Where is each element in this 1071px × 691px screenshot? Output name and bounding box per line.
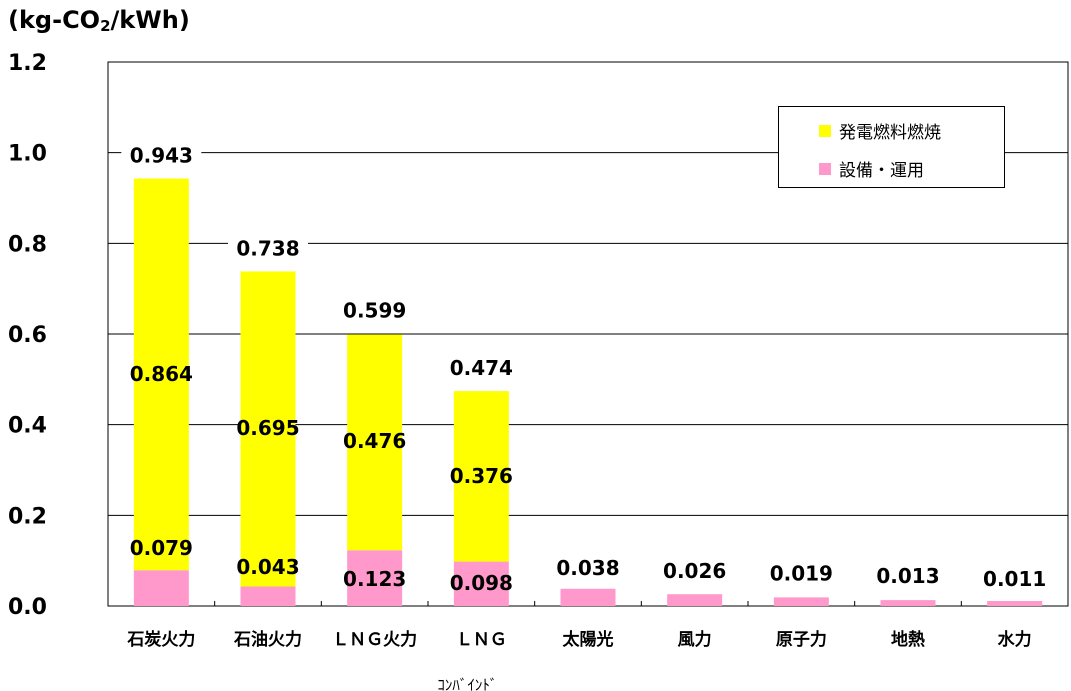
y-tick-label: 0.8 — [8, 232, 47, 257]
y-tick-label: 0.2 — [8, 504, 47, 529]
data-label-equipment: 0.038 — [556, 556, 619, 580]
y-axis-unit-label: (kg-CO2/kWh) — [8, 6, 190, 35]
y-tick-label: 0.4 — [8, 414, 47, 439]
bar-segment-equipment — [453, 561, 509, 606]
data-label-equipment: 0.011 — [983, 567, 1046, 591]
bar-segment-equipment — [133, 570, 189, 606]
data-label-equipment: 0.026 — [663, 559, 726, 583]
bar-segment-fuel — [347, 334, 403, 551]
data-label-equipment: 0.079 — [130, 536, 193, 560]
y-tick-label: 1.2 — [8, 51, 47, 76]
total-label-background — [228, 235, 308, 260]
chart-legend: 発電燃料燃焼 設備・運用 — [778, 106, 1005, 188]
x-category-label: ＬＮＧ — [456, 630, 507, 650]
data-label-fuel: 0.376 — [450, 464, 513, 488]
data-label-fuel: 0.695 — [236, 416, 299, 440]
legend-swatch-fuel — [819, 124, 831, 137]
bar-segment-equipment — [560, 588, 616, 606]
x-category-label: ＬＮＧ火力 — [332, 629, 417, 650]
data-label-total: 0.943 — [130, 144, 193, 168]
data-label-equipment: 0.043 — [236, 555, 299, 579]
y-tick-label: 0.0 — [8, 595, 47, 620]
total-label-background — [441, 355, 522, 380]
y-axis-unit-suffix: /kWh) — [110, 6, 190, 34]
y-tick-label: 0.6 — [8, 323, 47, 348]
x-category-sublabel: ｺﾝﾊﾞｲﾝﾄﾞ — [437, 676, 497, 691]
data-label-total: 0.599 — [343, 298, 406, 322]
y-axis-unit-subscript: 2 — [100, 17, 111, 35]
bar-segment-fuel — [453, 391, 509, 562]
bar-segment-equipment — [987, 601, 1043, 606]
legend-label-equipment: 設備・運用 — [839, 161, 924, 181]
legend-item-equipment: 設備・運用 — [819, 156, 924, 181]
data-label-total: 0.738 — [236, 236, 299, 260]
bar-segment-equipment — [667, 594, 723, 606]
y-axis-unit-prefix: (kg-CO — [8, 6, 101, 34]
bar-segment-equipment — [880, 600, 936, 606]
bar-segment-fuel — [240, 271, 296, 587]
data-label-equipment: 0.019 — [770, 561, 833, 585]
bar-segment-equipment — [773, 597, 829, 606]
legend-label-fuel: 発電燃料燃焼 — [839, 123, 941, 143]
legend-item-fuel: 発電燃料燃焼 — [819, 118, 941, 143]
bar-segment-fuel — [133, 178, 189, 571]
x-category-label: 水力 — [998, 629, 1032, 650]
legend-swatch-equipment — [819, 162, 831, 175]
y-tick-label: 1.0 — [8, 142, 47, 167]
x-category-label: 地熱 — [891, 629, 925, 650]
data-label-equipment: 0.098 — [450, 571, 513, 595]
x-category-label: 石油火力 — [233, 629, 302, 650]
x-category-label: 石炭火力 — [126, 629, 195, 650]
x-category-label: 原子力 — [776, 629, 827, 650]
bar-segment-equipment — [347, 550, 403, 606]
total-label-background — [121, 142, 202, 167]
total-label-background — [334, 297, 415, 322]
data-label-equipment: 0.013 — [876, 564, 939, 588]
bar-segment-equipment — [240, 586, 296, 606]
x-category-label: 風力 — [678, 629, 712, 650]
data-label-total: 0.474 — [450, 356, 513, 380]
data-label-fuel: 0.476 — [343, 429, 406, 453]
data-label-fuel: 0.864 — [130, 362, 193, 386]
x-category-label: 太陽光 — [563, 629, 614, 650]
data-label-equipment: 0.123 — [343, 567, 406, 591]
